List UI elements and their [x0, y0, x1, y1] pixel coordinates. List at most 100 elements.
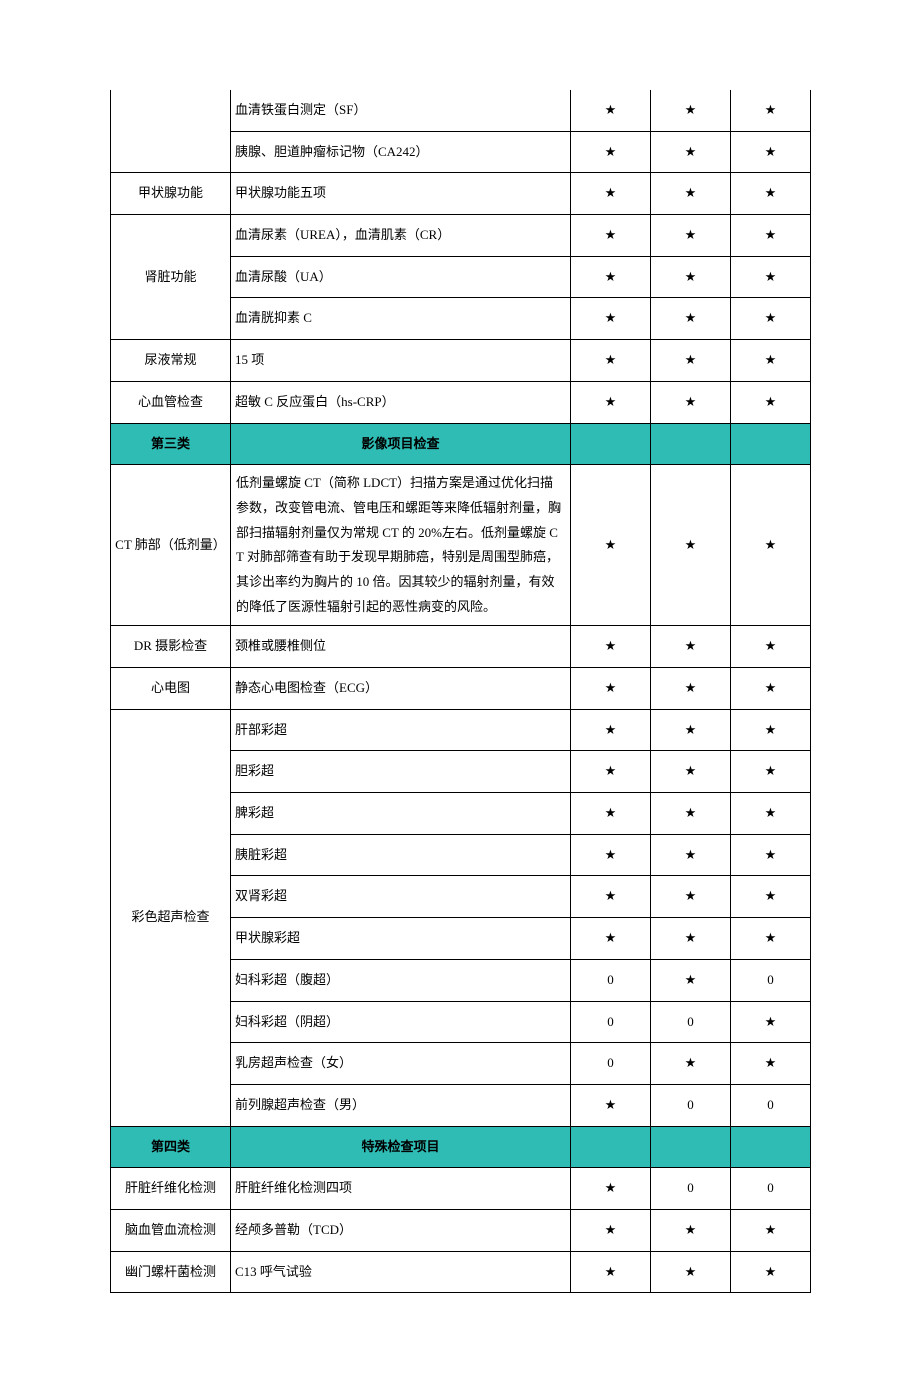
mark-cell: ★: [731, 131, 811, 173]
item-cell: 妇科彩超（腹超）: [231, 959, 571, 1001]
table-row: DR 摄影检查颈椎或腰椎侧位★★★: [111, 626, 811, 668]
mark-cell: ★: [651, 465, 731, 626]
mark-cell: ★: [731, 876, 811, 918]
section-title: 特殊检查项目: [231, 1126, 571, 1168]
mark-cell: ★: [731, 215, 811, 257]
mark-cell: 0: [731, 1084, 811, 1126]
mark-cell: 0: [731, 959, 811, 1001]
item-cell: 经颅多普勒（TCD）: [231, 1209, 571, 1251]
document-page: 血清铁蛋白测定（SF）★★★胰腺、胆道肿瘤标记物（CA242）★★★甲状腺功能甲…: [110, 90, 810, 1293]
item-cell: 胆彩超: [231, 751, 571, 793]
category-cell: 肝脏纤维化检测: [111, 1168, 231, 1210]
item-cell: C13 呼气试验: [231, 1251, 571, 1293]
mark-cell: 0: [571, 959, 651, 1001]
mark-cell: 0: [571, 1001, 651, 1043]
item-cell: 15 项: [231, 340, 571, 382]
mark-cell: ★: [651, 959, 731, 1001]
category-cell: 幽门螺杆菌检测: [111, 1251, 231, 1293]
mark-cell: ★: [651, 298, 731, 340]
exam-table: 血清铁蛋白测定（SF）★★★胰腺、胆道肿瘤标记物（CA242）★★★甲状腺功能甲…: [110, 90, 811, 1293]
category-cell: [111, 90, 231, 173]
table-row: 血清铁蛋白测定（SF）★★★: [111, 90, 811, 131]
item-cell: 胰腺、胆道肿瘤标记物（CA242）: [231, 131, 571, 173]
mark-cell: ★: [731, 626, 811, 668]
item-cell: 低剂量螺旋 CT（简称 LDCT）扫描方案是通过优化扫描参数，改变管电流、管电压…: [231, 465, 571, 626]
mark-cell: ★: [651, 793, 731, 835]
mark-cell: ★: [651, 751, 731, 793]
section-blank: [571, 423, 651, 465]
category-cell: 肾脏功能: [111, 215, 231, 340]
table-row: 肝脏纤维化检测肝脏纤维化检测四项★00: [111, 1168, 811, 1210]
item-cell: 妇科彩超（阴超）: [231, 1001, 571, 1043]
mark-cell: ★: [651, 626, 731, 668]
mark-cell: ★: [651, 90, 731, 131]
mark-cell: ★: [731, 793, 811, 835]
mark-cell: ★: [571, 876, 651, 918]
mark-cell: ★: [571, 131, 651, 173]
mark-cell: ★: [731, 1043, 811, 1085]
mark-cell: ★: [571, 1084, 651, 1126]
item-cell: 血清铁蛋白测定（SF）: [231, 90, 571, 131]
mark-cell: ★: [651, 709, 731, 751]
section-category: 第四类: [111, 1126, 231, 1168]
mark-cell: ★: [571, 1168, 651, 1210]
section-blank: [731, 423, 811, 465]
mark-cell: ★: [571, 1209, 651, 1251]
category-cell: 脑血管血流检测: [111, 1209, 231, 1251]
mark-cell: ★: [731, 256, 811, 298]
mark-cell: ★: [651, 1251, 731, 1293]
mark-cell: ★: [651, 215, 731, 257]
mark-cell: ★: [731, 668, 811, 710]
item-cell: 脾彩超: [231, 793, 571, 835]
mark-cell: ★: [731, 340, 811, 382]
table-row: 心电图静态心电图检查（ECG）★★★: [111, 668, 811, 710]
mark-cell: ★: [651, 668, 731, 710]
table-row: 脑血管血流检测经颅多普勒（TCD）★★★: [111, 1209, 811, 1251]
mark-cell: ★: [651, 1209, 731, 1251]
mark-cell: 0: [571, 1043, 651, 1085]
mark-cell: ★: [571, 90, 651, 131]
mark-cell: ★: [651, 876, 731, 918]
item-cell: 胰脏彩超: [231, 834, 571, 876]
section-row: 第四类特殊检查项目: [111, 1126, 811, 1168]
mark-cell: ★: [571, 793, 651, 835]
mark-cell: ★: [651, 131, 731, 173]
section-blank: [651, 423, 731, 465]
table-row: 甲状腺功能甲状腺功能五项★★★: [111, 173, 811, 215]
mark-cell: ★: [651, 1043, 731, 1085]
section-title: 影像项目检查: [231, 423, 571, 465]
section-blank: [731, 1126, 811, 1168]
mark-cell: 0: [731, 1168, 811, 1210]
mark-cell: ★: [731, 298, 811, 340]
mark-cell: 0: [651, 1168, 731, 1210]
mark-cell: ★: [571, 918, 651, 960]
mark-cell: ★: [731, 381, 811, 423]
table-row: 尿液常规15 项★★★: [111, 340, 811, 382]
item-cell: 肝脏纤维化检测四项: [231, 1168, 571, 1210]
mark-cell: ★: [571, 381, 651, 423]
table-row: 肾脏功能血清尿素（UREA），血清肌素（CR）★★★: [111, 215, 811, 257]
mark-cell: ★: [731, 751, 811, 793]
mark-cell: ★: [571, 215, 651, 257]
item-cell: 超敏 C 反应蛋白（hs-CRP）: [231, 381, 571, 423]
mark-cell: ★: [731, 918, 811, 960]
mark-cell: ★: [651, 834, 731, 876]
mark-cell: ★: [731, 465, 811, 626]
mark-cell: ★: [571, 668, 651, 710]
item-cell: 前列腺超声检查（男）: [231, 1084, 571, 1126]
mark-cell: ★: [571, 834, 651, 876]
category-cell: 甲状腺功能: [111, 173, 231, 215]
item-cell: 静态心电图检查（ECG）: [231, 668, 571, 710]
mark-cell: ★: [571, 173, 651, 215]
mark-cell: 0: [651, 1001, 731, 1043]
category-cell: 心电图: [111, 668, 231, 710]
mark-cell: ★: [571, 709, 651, 751]
item-cell: 血清尿素（UREA），血清肌素（CR）: [231, 215, 571, 257]
item-cell: 甲状腺功能五项: [231, 173, 571, 215]
item-cell: 乳房超声检查（女）: [231, 1043, 571, 1085]
item-cell: 颈椎或腰椎侧位: [231, 626, 571, 668]
category-cell: 彩色超声检查: [111, 709, 231, 1126]
mark-cell: ★: [651, 256, 731, 298]
item-cell: 肝部彩超: [231, 709, 571, 751]
mark-cell: ★: [731, 1251, 811, 1293]
